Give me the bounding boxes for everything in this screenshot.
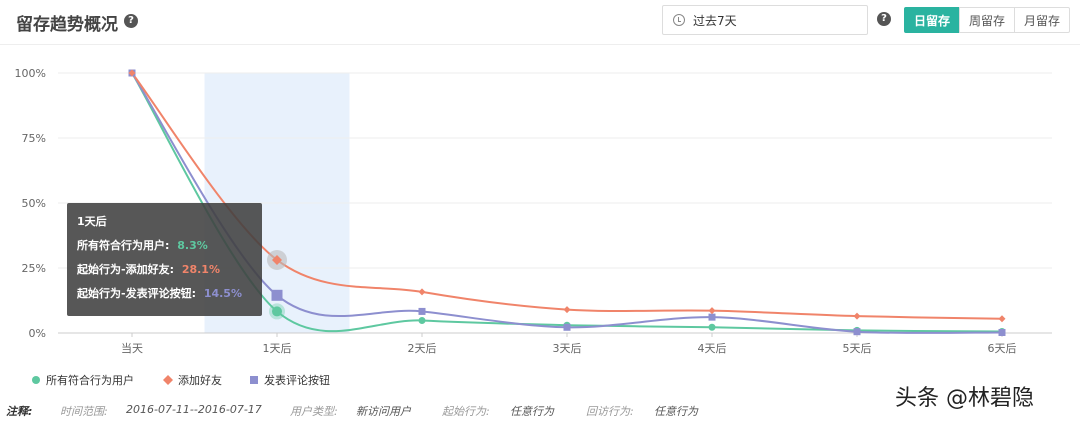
data-point [853, 328, 861, 336]
time-range-label: 时间范围: [60, 405, 108, 418]
tab-weekly-retention[interactable]: 周留存 [959, 7, 1015, 33]
x-tick-label: 2天后 [408, 342, 437, 355]
date-range-picker[interactable]: 过去7天 [662, 5, 868, 35]
data-point [563, 306, 571, 314]
y-tick-label: 50% [22, 197, 46, 210]
clock-icon [673, 14, 685, 26]
retention-tabs: 日留存 周留存 月留存 [904, 7, 1070, 33]
x-tick-label: 1天后 [263, 342, 292, 355]
tooltip-row-value: 14.5% [203, 287, 242, 300]
tab-daily-retention[interactable]: 日留存 [904, 7, 960, 33]
x-tick-label: 当天 [121, 341, 143, 355]
data-point [418, 288, 426, 296]
help-icon[interactable]: ? [124, 14, 138, 28]
data-point [271, 289, 283, 301]
tooltip-row-label: 起始行为-添加好友: [77, 263, 174, 276]
data-point [128, 69, 136, 77]
footer-notes: 注释: 时间范围: 2016-07-11--2016-07-17 用户类型: 新… [0, 403, 1080, 421]
data-point [998, 328, 1006, 336]
help-icon[interactable]: ? [877, 12, 891, 26]
data-point [708, 307, 716, 315]
y-tick-label: 25% [22, 262, 46, 275]
tooltip-title: 1天后 [77, 215, 107, 228]
data-point [272, 254, 282, 265]
date-range-value: 过去7天 [693, 14, 737, 28]
legend-label: 发表评论按钮 [264, 374, 330, 387]
legend-circle-icon [32, 376, 40, 384]
data-point [418, 317, 426, 325]
start-action-label: 起始行为: [442, 405, 490, 418]
tooltip-row-label: 起始行为-发表评论按钮: [77, 287, 196, 300]
x-tick-label: 3天后 [553, 342, 582, 355]
return-action-value: 任意行为 [654, 405, 698, 418]
data-point [708, 323, 716, 331]
data-point [272, 306, 282, 317]
data-point [563, 323, 571, 331]
watermark: 头条 @林碧隐 [895, 386, 1034, 411]
time-range-value: 2016-07-11--2016-07-17 [126, 403, 262, 416]
data-point [418, 307, 426, 315]
chart-tooltip: 1天后 所有符合行为用户: 8.3% 起始行为-添加好友: 28.1% 起始行为… [67, 203, 262, 316]
data-point [998, 315, 1006, 323]
x-tick-label: 5天后 [843, 342, 872, 355]
x-tick-label: 4天后 [698, 342, 727, 355]
return-action-label: 回访行为: [586, 405, 634, 418]
y-tick-label: 75% [22, 132, 46, 145]
y-tick-label: 100% [15, 67, 46, 80]
tooltip-row-label: 所有符合行为用户: [77, 239, 170, 252]
header: 留存趋势概况 ? 过去7天 ? 日留存 周留存 月留存 [0, 0, 1080, 45]
legend-label: 添加好友 [178, 374, 222, 387]
tooltip-row: 起始行为-添加好友: 28.1% [77, 261, 220, 277]
note-label: 注释: [6, 405, 33, 418]
user-type-label: 用户类型: [290, 405, 338, 418]
tooltip-row-value: 8.3% [177, 239, 208, 252]
tooltip-row: 起始行为-发表评论按钮: 14.5% [77, 285, 242, 301]
x-tick-label: 6天后 [988, 342, 1017, 355]
data-point [853, 312, 861, 320]
tab-monthly-retention[interactable]: 月留存 [1014, 7, 1070, 33]
start-action-value: 任意行为 [510, 405, 554, 418]
y-tick-label: 0% [29, 327, 46, 340]
legend-square-icon [250, 376, 258, 384]
tooltip-row: 所有符合行为用户: 8.3% [77, 237, 208, 253]
legend-label: 所有符合行为用户 [46, 374, 134, 387]
tooltip-row-value: 28.1% [181, 263, 220, 276]
user-type-value: 新访问用户 [356, 405, 411, 418]
legend-diamond-icon [163, 375, 173, 385]
page-title: 留存趋势概况 [16, 15, 118, 35]
data-point [708, 313, 716, 321]
